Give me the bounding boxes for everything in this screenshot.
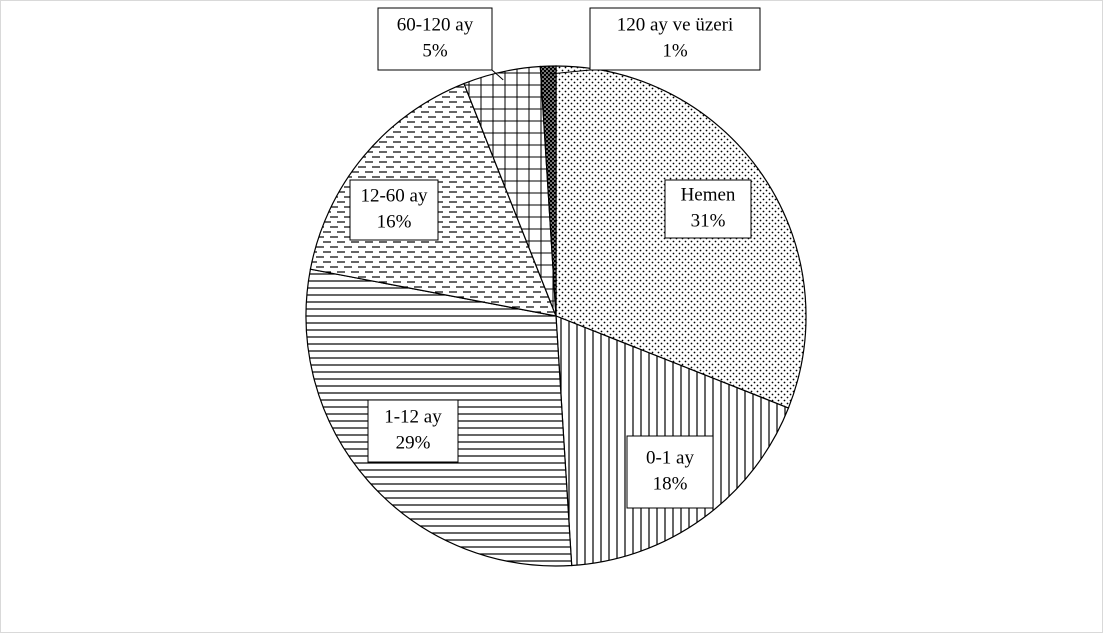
slice-label: 60-120 ay (397, 14, 474, 35)
label-box (664, 179, 752, 239)
label-box (626, 435, 714, 509)
slice-label: 1-12 ay (384, 406, 442, 427)
label-box (589, 7, 761, 71)
label-box (377, 7, 493, 71)
value-label: 29% (396, 432, 431, 453)
value-label: 1% (662, 40, 688, 61)
slice-label: Hemen (681, 184, 736, 205)
slice-label: 0-1 ay (646, 447, 695, 468)
label-box (349, 179, 439, 241)
value-label: 16% (377, 211, 412, 232)
leader-line (491, 69, 504, 81)
value-label: 5% (422, 40, 448, 61)
value-label: 31% (691, 210, 726, 231)
label-box (367, 399, 459, 463)
value-label: 18% (653, 473, 688, 494)
slice-label: 12-60 ay (360, 185, 428, 206)
slice-label: 120 ay ve üzeri (617, 14, 734, 35)
pie-slice (539, 65, 557, 317)
leader-line (548, 69, 591, 75)
